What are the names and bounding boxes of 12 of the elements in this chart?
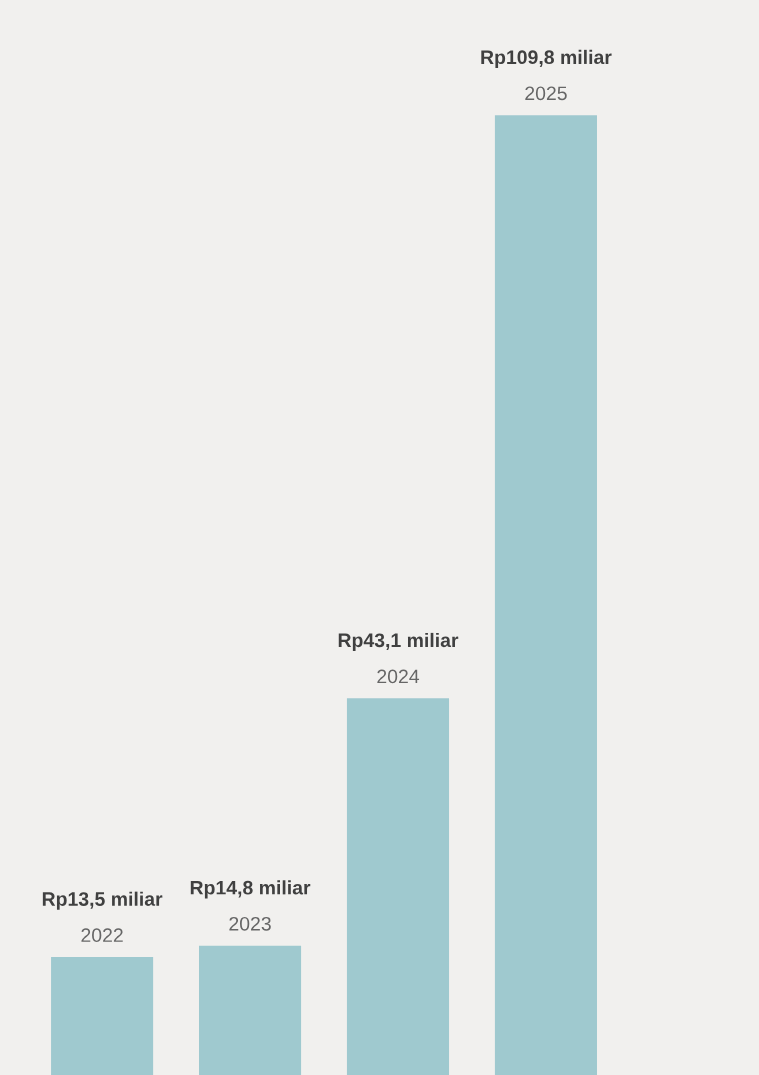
x-tick-label: 2023 bbox=[229, 916, 271, 931]
bar bbox=[51, 956, 154, 1075]
data-label: Rp109,8 miliar bbox=[481, 49, 612, 68]
x-tick-label: 2022 bbox=[81, 928, 123, 943]
x-tick-label: 2024 bbox=[377, 669, 420, 684]
data-label: Rp14,8 miliar bbox=[190, 880, 311, 899]
data-label: Rp43,1 miliar bbox=[338, 632, 459, 652]
x-tick-label: 2025 bbox=[525, 86, 567, 101]
bar bbox=[346, 698, 450, 1075]
data-label: Rp13,5 miliar bbox=[42, 891, 163, 910]
bar bbox=[494, 115, 597, 1075]
bar bbox=[199, 945, 302, 1075]
